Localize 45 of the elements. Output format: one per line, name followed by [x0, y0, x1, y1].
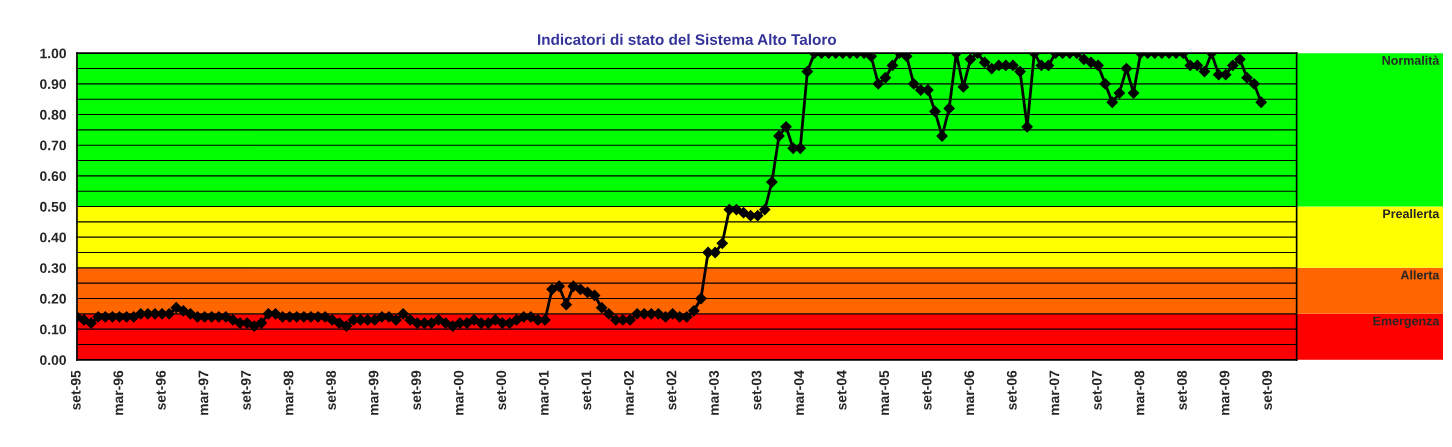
x-tick-label: set-97 [241, 370, 251, 410]
y-tick-label: 0.40 [40, 232, 66, 243]
x-tick-label: set-05 [921, 370, 932, 410]
chart-title: Indicatori di stato del Sistema Alto Taloro [538, 33, 837, 46]
x-tick-label: mar-08 [1134, 370, 1145, 415]
x-tick-label: set-98 [326, 370, 336, 410]
x-tick-label: mar-09 [1219, 370, 1230, 415]
x-tick-label: set-96 [155, 370, 166, 410]
x-tick-label: mar-05 [879, 370, 890, 415]
x-tick-label: mar-01 [538, 370, 549, 415]
x-tick-label: set-07 [1091, 370, 1102, 410]
y-tick-label: 0.70 [40, 140, 66, 151]
y-tick-label: 0.10 [40, 324, 66, 335]
x-tick-label: set-08 [1177, 370, 1187, 410]
x-tick-label: set-03 [751, 370, 762, 410]
y-tick-label: 0.20 [40, 293, 66, 304]
y-tick-label: 0.80 [40, 109, 66, 120]
x-tick-label: mar-07 [1049, 370, 1060, 415]
x-tick-label: mar-96 [113, 370, 124, 415]
x-tick-label: set-04 [836, 370, 847, 410]
x-tick-label: set-00 [496, 370, 507, 410]
x-tick-label: set-99 [411, 370, 422, 410]
x-tick-label: mar-00 [453, 370, 464, 415]
x-tick-label: set-02 [666, 370, 677, 410]
band-label: Allerta [1400, 270, 1440, 280]
x-tick-label: mar-06 [964, 370, 975, 415]
x-tick-label: mar-02 [623, 370, 634, 415]
x-tick-label: set-95 [70, 370, 81, 410]
y-tick-label: 0.50 [40, 201, 66, 212]
band-label: Normalità [1382, 55, 1440, 65]
x-tick-label: mar-03 [709, 370, 719, 415]
x-tick-label: set-09 [1262, 370, 1272, 410]
x-tick-label: set-06 [1006, 370, 1017, 410]
band-label: Emergenza [1373, 316, 1440, 328]
y-tick-label: 0.90 [40, 79, 66, 90]
x-tick-label: mar-97 [198, 370, 209, 415]
x-tick-label: mar-04 [794, 370, 804, 415]
y-tick-label: 0.30 [40, 263, 66, 274]
y-tick-label: 0.60 [40, 171, 66, 182]
y-tick-label: 1.00 [40, 48, 66, 59]
y-tick-label: 0.00 [40, 355, 66, 365]
band-label: Preallerta [1383, 208, 1440, 219]
x-tick-label: mar-98 [283, 370, 294, 415]
x-tick-label: mar-99 [368, 370, 379, 415]
x-tick-label: set-01 [581, 370, 592, 410]
